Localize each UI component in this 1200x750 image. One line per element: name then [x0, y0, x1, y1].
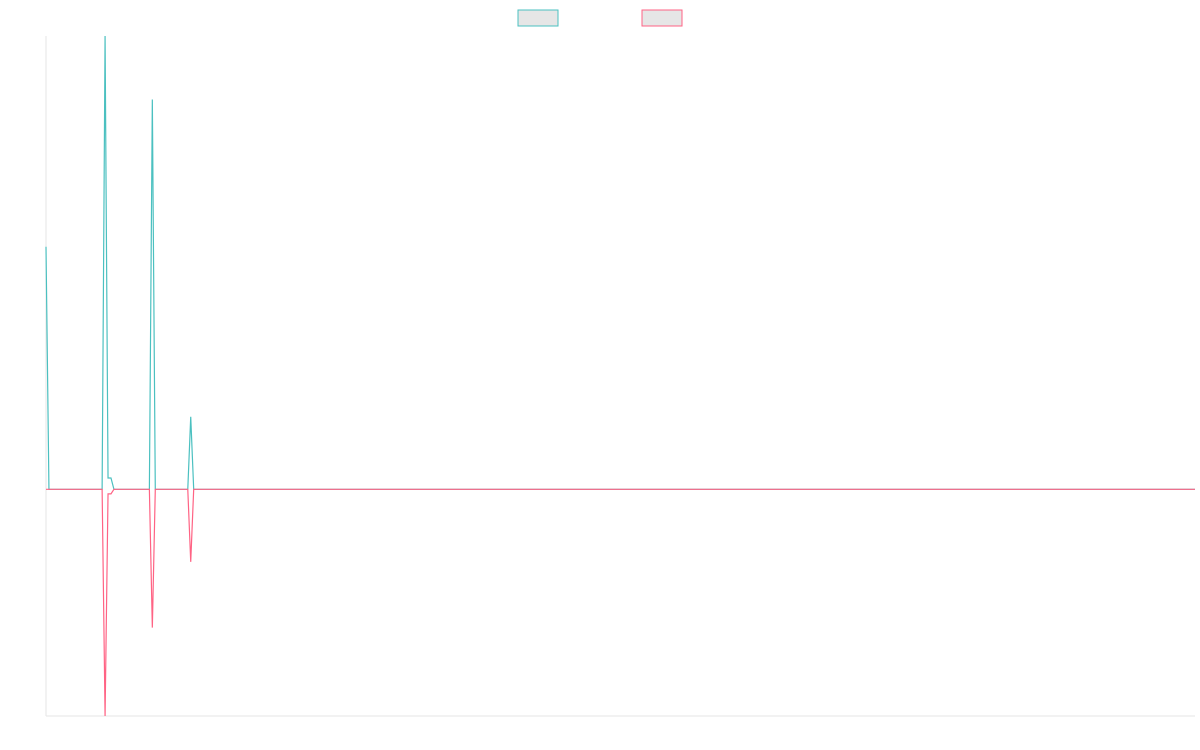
series-line-1	[45, 35, 1195, 490]
legend-swatch-2[interactable]	[641, 9, 683, 27]
series-line-2	[46, 488, 1195, 717]
legend-swatch-1[interactable]	[517, 9, 559, 27]
legend	[517, 9, 683, 27]
legend-item-2[interactable]	[641, 9, 683, 27]
axes	[45, 36, 1195, 717]
legend-item-1[interactable]	[517, 9, 559, 27]
series-lines	[45, 35, 1195, 717]
